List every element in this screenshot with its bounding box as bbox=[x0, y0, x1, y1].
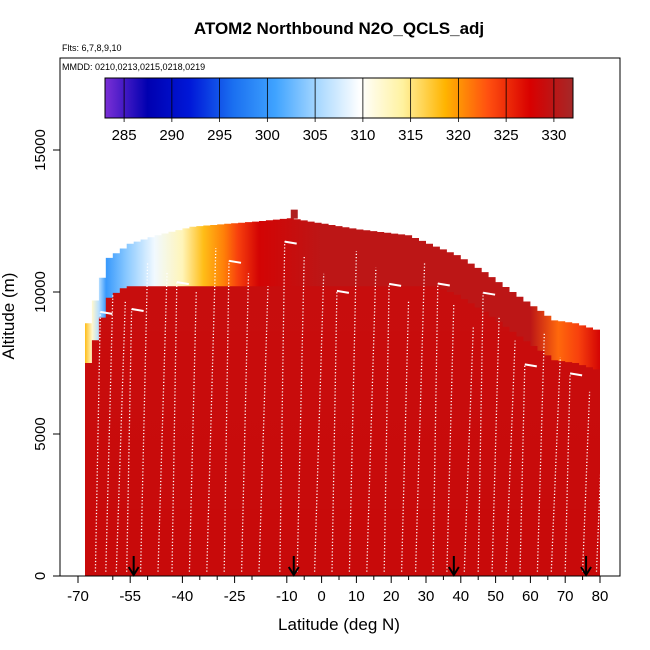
y-tick-label: 15000 bbox=[32, 129, 49, 171]
x-tick-label: 40 bbox=[452, 588, 469, 605]
flight-profile bbox=[223, 260, 230, 572]
y-axis: 0 5000 10000 15000 bbox=[32, 129, 60, 580]
colorbar-ramp bbox=[105, 78, 573, 118]
flight-leg bbox=[131, 308, 144, 312]
x-tick-label: 20 bbox=[383, 588, 400, 605]
takeoff-arrow-head bbox=[447, 566, 460, 577]
x-tick-label: 70 bbox=[557, 588, 574, 605]
colorbar-tick-label: 320 bbox=[446, 127, 471, 144]
flight-profile bbox=[505, 340, 516, 572]
flight-profile bbox=[581, 391, 591, 572]
flight-profile bbox=[348, 251, 358, 572]
flight-profile bbox=[414, 262, 426, 572]
flight-profile bbox=[139, 262, 149, 572]
flight-leg bbox=[100, 310, 113, 315]
flight-profile bbox=[432, 283, 439, 572]
x-axis-label: Latitude (deg N) bbox=[278, 615, 400, 634]
flight-leg bbox=[388, 282, 402, 287]
colorbar-tick-label: 305 bbox=[303, 127, 328, 144]
x-axis: -70 -55 -40 -25 -10 0 10 20 30 40 50 60 70 80 bbox=[67, 576, 608, 605]
colorbar-tick-label: 285 bbox=[112, 127, 137, 144]
flight-profile bbox=[171, 282, 178, 572]
flight-profile bbox=[258, 286, 269, 572]
flight-profile bbox=[366, 267, 377, 572]
takeoff-arrow-head bbox=[580, 566, 592, 577]
takeoff-arrow-head bbox=[127, 566, 140, 577]
flights-subtitle: Flts: 6,7,8,9,10 bbox=[62, 43, 122, 53]
flight-profile bbox=[206, 247, 217, 572]
x-tick-label: 0 bbox=[317, 588, 325, 605]
x-tick-label: -55 bbox=[119, 588, 141, 605]
flight-profile bbox=[126, 308, 133, 572]
flight-profiles bbox=[94, 240, 607, 572]
colorbar-tick-label: 300 bbox=[255, 127, 280, 144]
colorbar-tick-label: 315 bbox=[398, 127, 423, 144]
flight-profile bbox=[595, 353, 607, 572]
flight-leg bbox=[176, 281, 189, 286]
x-tick-label: -70 bbox=[67, 588, 89, 605]
x-tick-label: 80 bbox=[592, 588, 609, 605]
x-tick-label: 30 bbox=[418, 588, 435, 605]
flight-profile bbox=[331, 290, 338, 572]
flight-leg bbox=[228, 259, 242, 264]
heatmap-field bbox=[85, 209, 600, 576]
colorbar-tick-label: 310 bbox=[350, 127, 375, 144]
colorbar-frame bbox=[104, 77, 574, 119]
colorbar-tick-label: 290 bbox=[159, 127, 184, 144]
dates-subtitle: MMDD: 0210,0213,0215,0218,0219 bbox=[62, 62, 205, 72]
takeoff-markers bbox=[127, 556, 592, 577]
x-tick-label: 50 bbox=[487, 588, 504, 605]
x-tick-label: -40 bbox=[172, 588, 194, 605]
flight-leg bbox=[569, 372, 583, 377]
flight-leg bbox=[336, 289, 350, 294]
y-tick-label: 10000 bbox=[32, 271, 49, 313]
y-tick-label: 0 bbox=[32, 572, 49, 580]
x-tick-label: 10 bbox=[348, 588, 365, 605]
flight-leg bbox=[482, 291, 496, 296]
takeoff-arrow-head bbox=[287, 566, 300, 577]
colorbar-tick-label: 325 bbox=[494, 127, 519, 144]
lower-layer-shade bbox=[85, 286, 600, 576]
flight-leg bbox=[437, 282, 450, 287]
high-cell bbox=[290, 209, 298, 219]
flight-profile bbox=[296, 256, 305, 572]
flight-profile bbox=[536, 333, 545, 572]
flight-profile bbox=[463, 326, 474, 572]
chart-title: ATOM2 Northbound N2O_QCLS_adj bbox=[194, 19, 484, 38]
flight-leg bbox=[284, 240, 297, 245]
flight-profile bbox=[105, 294, 114, 572]
y-axis-label: Altitude (m) bbox=[0, 273, 18, 360]
colorbar-tick-label: 295 bbox=[207, 127, 232, 144]
colorbar: 285 290 295 300 305 310 315 320 325 330 bbox=[104, 77, 574, 144]
x-tick-label: 60 bbox=[522, 588, 539, 605]
y-tick-label: 5000 bbox=[32, 417, 49, 450]
flight-profile bbox=[491, 316, 500, 572]
flight-profile bbox=[400, 300, 410, 572]
x-tick-label: -10 bbox=[276, 588, 298, 605]
flight-profile bbox=[550, 357, 561, 572]
flight-profile bbox=[564, 373, 571, 572]
flight-leg bbox=[524, 363, 537, 368]
flight-profile bbox=[157, 271, 168, 572]
x-tick-label: -25 bbox=[224, 588, 246, 605]
flight-profile bbox=[115, 301, 126, 572]
flight-profile bbox=[279, 241, 286, 572]
plot-frame bbox=[59, 57, 621, 577]
colorbar-tick-label: 330 bbox=[541, 127, 566, 144]
